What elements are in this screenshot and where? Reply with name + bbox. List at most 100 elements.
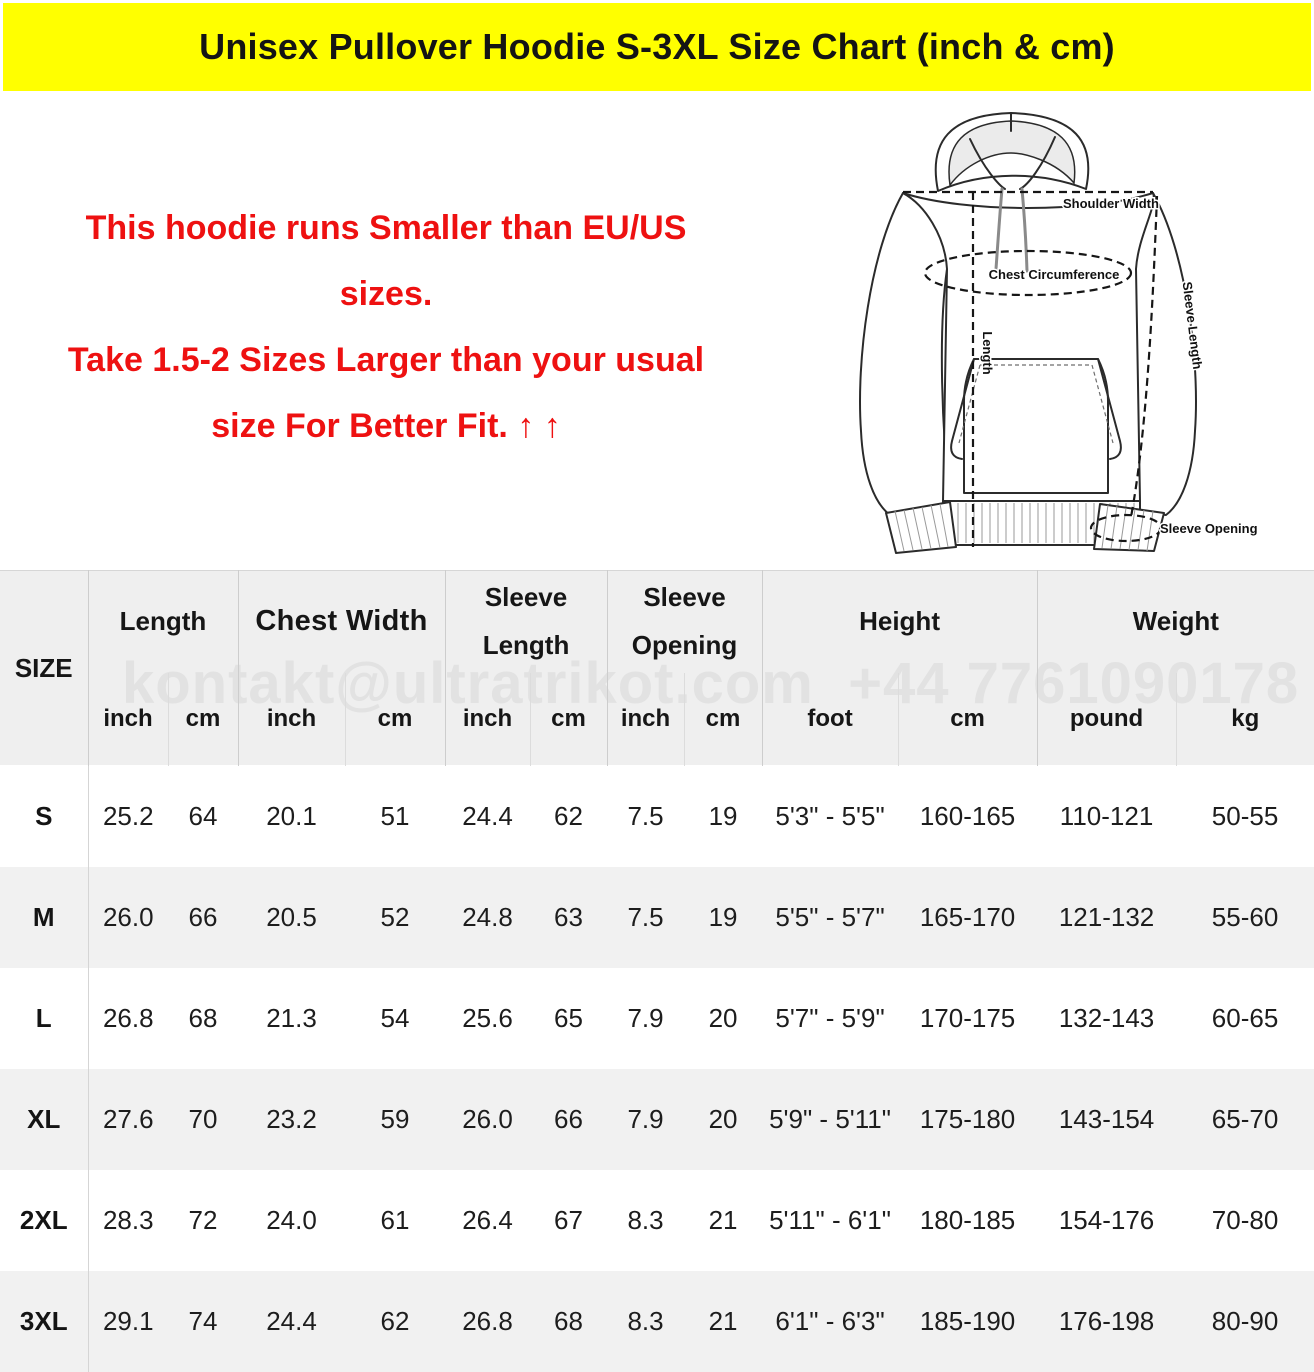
cell: 65 [554,1002,583,1033]
cell: 64 [188,800,218,831]
cell: 51 [380,800,410,831]
cell: 5'5" - 5'7" [775,901,885,932]
cell: 20.5 [266,901,317,932]
cell: 26.8 [102,1002,154,1033]
cell: 66 [554,1103,583,1134]
cell: 24.4 [266,1305,317,1336]
table-row-xl: XL 27.6 70 23.2 59 26.0 66 7.9 20 5'9" -… [0,1068,1314,1170]
sleeve-opening-ellipse [1089,513,1163,543]
cell: 8.3 [627,1305,664,1336]
cell: 21 [708,1305,738,1336]
hoodie-left-sleeve [859,192,951,516]
size-label: M [0,866,89,968]
unit-length-cm: cm [167,672,238,766]
unit-sleeve-length-inch: inch [444,672,531,766]
hood-opening [969,112,1056,190]
cell: 20 [708,1103,738,1134]
hoodie-measurement-diagram: Shoulder Width Chest Circumference Lengt… [859,112,1259,554]
cell: 24.0 [266,1204,317,1235]
cell: 21 [708,1204,738,1235]
column-header-size: SIZE [0,570,89,766]
title-banner: Unisex Pullover Hoodie S-3XL Size Chart … [3,3,1311,91]
cell: 21.3 [266,1002,317,1033]
cell: 176-198 [1058,1305,1155,1336]
table-row-l: L 26.8 68 21.3 54 25.6 65 7.9 20 5'7" - … [0,967,1314,1069]
cell: 19 [708,901,738,932]
table-header: SIZE Length Chest Width Sleeve Length Sl… [0,570,1314,766]
cell: 110-121 [1059,800,1154,831]
unit-sleeve-opening-cm: cm [683,672,763,766]
cell: 50-55 [1211,800,1279,831]
cell: 143-154 [1058,1103,1155,1134]
fit-notice: This hoodie runs Smaller than EU/US size… [0,195,772,459]
cell: 67 [554,1204,583,1235]
right-cuff-ribbing [1101,504,1154,552]
cell: 165-170 [919,901,1016,932]
cell: 154-176 [1058,1204,1155,1235]
table-row-m: M 26.0 66 20.5 52 24.8 63 7.5 19 5'5" - … [0,866,1314,968]
cell: 72 [188,1204,218,1235]
pocket-right-opening [1097,358,1122,460]
cell: 20 [708,1002,738,1033]
unit-length-inch: inch [87,672,168,766]
cell: 62 [380,1305,410,1336]
fit-notice-line: sizes. [339,275,433,313]
cell: 80-90 [1211,1305,1279,1336]
cell: 132-143 [1058,1002,1155,1033]
cell: 5'3" - 5'5" [775,800,885,831]
cell: 68 [188,1002,218,1033]
header-group-row: SIZE Length Chest Width Sleeve Length Sl… [0,570,1314,766]
label-chest-circumference: Chest Circumference [989,267,1120,282]
label-sleeve-opening: Sleeve Opening [1160,521,1258,536]
size-chart-table: SIZE Length Chest Width Sleeve Length Sl… [0,570,1314,1372]
cell: 28.3 [102,1204,154,1235]
unit-height-cm: cm [897,672,1038,766]
cell: 185-190 [919,1305,1016,1336]
fit-notice-line: This hoodie runs Smaller than EU/US [85,209,687,247]
unit-sleeve-length-cm: cm [529,672,608,766]
cell: 74 [188,1305,218,1336]
cell: 25.2 [102,800,154,831]
size-label: 2XL [0,1169,89,1271]
unit-sleeve-opening-inch: inch [606,672,685,766]
cell: 26.0 [462,1103,513,1134]
size-label: XL [0,1068,89,1170]
cell: 7.9 [627,1103,664,1134]
content-area: This hoodie runs Smaller than EU/US size… [0,91,1314,570]
cell: 55-60 [1211,901,1279,932]
cell: 52 [380,901,410,932]
cell: 60-65 [1211,1002,1279,1033]
cell: 26.4 [462,1204,513,1235]
pocket-stitching [958,364,1114,444]
cell: 25.6 [462,1002,513,1033]
cell: 29.1 [102,1305,154,1336]
fit-notice-line: size For Better Fit. ↑ ↑ [0,393,772,459]
table-body: S 25.2 64 20.1 51 24.4 62 7.5 19 5'3" - … [0,765,1314,1372]
cell: 5'9" - 5'11" [769,1103,891,1134]
cell: 7.5 [627,800,664,831]
cell: 61 [380,1204,410,1235]
cell: 7.5 [627,901,664,932]
sleeve-length-line [1129,195,1159,518]
left-cuff-ribbing [894,503,949,552]
chest-circumference-ellipse [923,249,1133,297]
hood-drawstrings [994,187,1029,273]
cell: 26.8 [462,1305,513,1336]
unit-height-foot: foot [761,672,899,766]
cell: 27.6 [102,1103,154,1134]
cell: 59 [380,1103,410,1134]
cell: 23.2 [266,1103,317,1134]
page-title: Unisex Pullover Hoodie S-3XL Size Chart … [199,26,1115,67]
cell: 160-165 [919,800,1016,831]
cell: 170-175 [919,1002,1016,1033]
cell: 7.9 [627,1002,664,1033]
cell: 54 [380,1002,410,1033]
column-header-length: Length [87,570,238,673]
cell: 121-132 [1058,901,1155,932]
table-row-2xl: 2XL 28.3 72 24.0 61 26.4 67 8.3 21 5'11"… [0,1169,1314,1271]
cell: 63 [554,901,583,932]
cell: 20.1 [266,800,317,831]
column-header-chest-width: Chest Width [237,570,446,673]
table-row-s: S 25.2 64 20.1 51 24.4 62 7.5 19 5'3" - … [0,765,1314,867]
